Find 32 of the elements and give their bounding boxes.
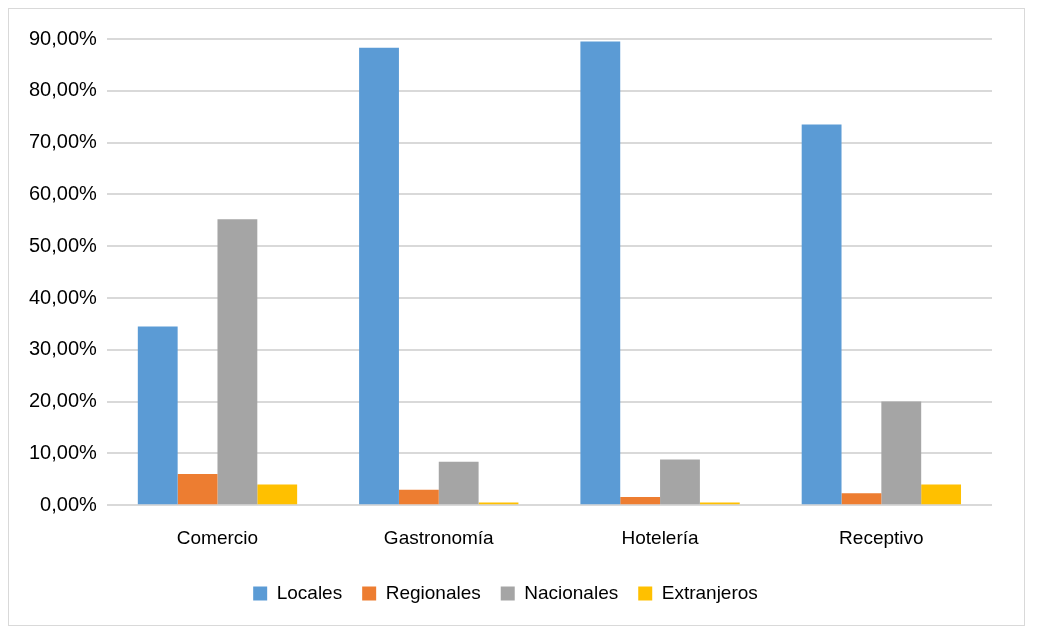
bar <box>580 41 621 505</box>
legend-label: Extranjeros <box>661 581 758 603</box>
x-tick-label: Hotelería <box>621 526 700 548</box>
bar <box>398 489 439 505</box>
bar <box>841 493 882 505</box>
bar <box>217 219 258 505</box>
bar <box>881 401 922 505</box>
legend-label: Nacionales <box>524 581 619 603</box>
bar <box>660 459 700 505</box>
bar <box>801 124 842 505</box>
y-tick-label: 90,00% <box>28 26 98 49</box>
bar <box>921 484 962 505</box>
x-tick-label: Gastronomía <box>383 526 495 548</box>
y-tick-label: 30,00% <box>28 337 98 360</box>
y-tick-label: 10,00% <box>28 440 98 463</box>
y-tick-label: 50,00% <box>28 233 98 256</box>
bar <box>177 474 218 505</box>
bar <box>257 484 298 505</box>
bar <box>359 47 399 505</box>
y-tick-label: 70,00% <box>28 130 98 153</box>
bar <box>137 326 178 505</box>
bar <box>620 496 661 505</box>
y-tick-label: 20,00% <box>28 389 98 412</box>
y-tick-label: 40,00% <box>28 285 98 308</box>
x-tick-label: Comercio <box>176 526 259 548</box>
legend-label: Regionales <box>385 581 481 603</box>
bar <box>438 461 479 505</box>
x-tick-label: Receptivo <box>839 526 924 548</box>
legend-label: Locales <box>276 581 343 603</box>
y-tick-label: 0,00% <box>40 492 98 515</box>
y-tick-label: 80,00% <box>28 78 98 101</box>
y-tick-label: 60,00% <box>28 181 98 204</box>
